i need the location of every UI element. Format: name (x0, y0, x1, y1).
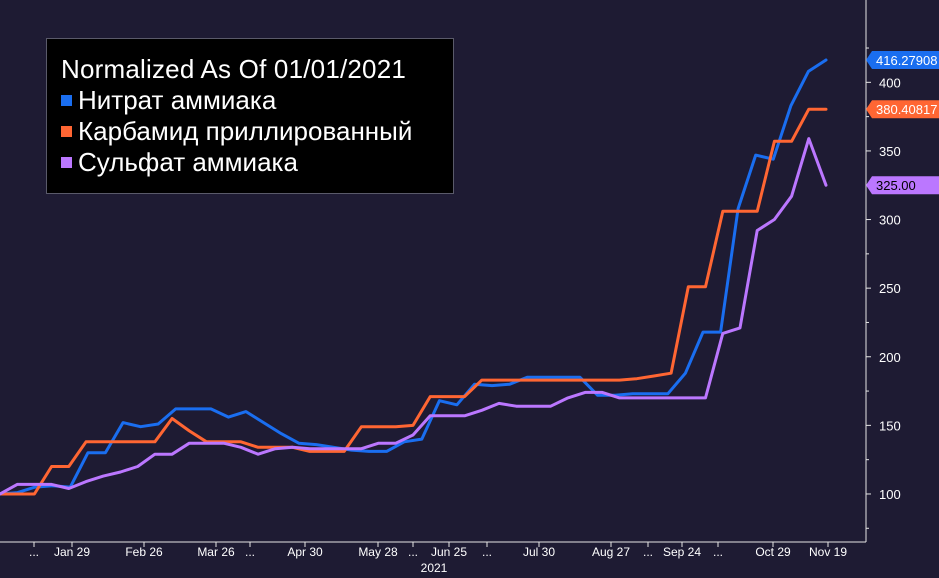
legend-item-series-1: Нитрат аммиака (61, 85, 453, 116)
y-tick-label: 150 (879, 418, 901, 433)
y-tick-label: 400 (879, 75, 901, 90)
last-value-tag (866, 50, 939, 69)
legend-swatch-blue (61, 95, 72, 106)
plot-series-group (0, 58, 828, 496)
last-value-tag (866, 176, 939, 195)
x-tick-label: Nov 19 (809, 545, 847, 559)
x-tick-label: ... (713, 545, 723, 559)
x-tick-label: Jul 30 (523, 545, 555, 559)
x-tick-label: ... (29, 545, 39, 559)
x-tick-label: Sep 24 (663, 545, 701, 559)
legend-item-series-2: Карбамид приллированный (61, 116, 453, 147)
legend-label: Карбамид приллированный (78, 116, 413, 146)
x-tick-label: ... (482, 545, 492, 559)
x-tick-label: ... (408, 545, 418, 559)
series-line-1 (0, 58, 828, 496)
last-value-label: 416.27908 (876, 53, 937, 68)
legend-label: Сульфат аммиака (78, 147, 298, 177)
x-tick-label: Apr 30 (287, 545, 323, 559)
y-axis: 100 150 200 250 300 350 400 (865, 0, 901, 542)
legend-swatch-orange (61, 126, 72, 137)
y-tick-label: 350 (879, 144, 901, 159)
x-tick-label: May 28 (358, 545, 398, 559)
x-tick-label: Aug 27 (592, 545, 630, 559)
x-tick-label: ... (643, 545, 653, 559)
legend: Normalized As Of 01/01/2021 Нитрат аммиа… (46, 38, 454, 194)
x-axis: ... Jan 29 Feb 26 Mar 26... Apr 30 May 28... J… (0, 541, 866, 575)
chart-title: Normalized As Of 01/01/2021 (61, 54, 407, 84)
x-tick-label: Feb 26 (125, 545, 163, 559)
x-axis-year-label: 2021 (421, 561, 448, 575)
legend-item-series-3: Сульфат аммиака (61, 147, 453, 178)
last-value-label: 380.40817 (876, 102, 937, 117)
last-value-labels: 416.27908 380.40817 325.00 (866, 50, 939, 195)
x-tick-label: Mar 26 (197, 545, 235, 559)
y-tick-label: 250 (879, 281, 901, 296)
last-value-label: 325.00 (876, 178, 916, 193)
x-tick-label: ... (245, 545, 255, 559)
y-tick-label: 100 (879, 487, 901, 502)
legend-swatch-purple (61, 157, 72, 168)
series-line-2 (0, 107, 828, 496)
x-tick-label: Jun 25 (431, 545, 467, 559)
last-value-tag (866, 100, 939, 119)
y-tick-label: 200 (879, 350, 901, 365)
legend-label: Нитрат аммиака (78, 85, 277, 115)
x-tick-label: Jan 29 (54, 545, 90, 559)
x-tick-label: Oct 29 (755, 545, 791, 559)
series-line-3 (0, 137, 828, 496)
y-tick-label: 300 (879, 213, 901, 228)
